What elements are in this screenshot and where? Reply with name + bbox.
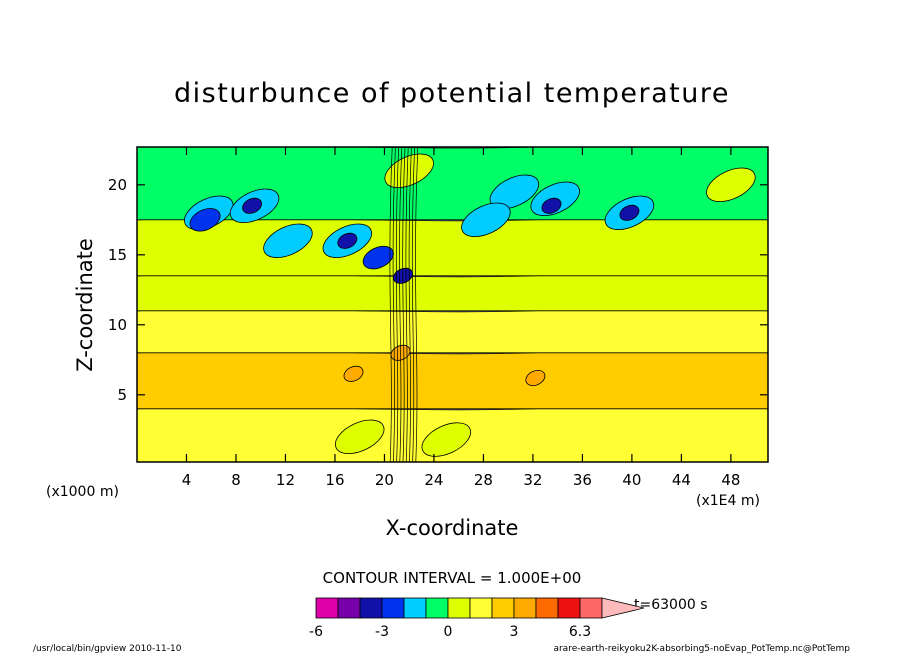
contour-line [405,147,409,462]
colorbar-swatch [513,597,537,619]
colorbar-swatch [469,597,493,619]
footer-left: /usr/local/bin/gpview 2010-11-10 [33,644,182,654]
contour-field [137,147,768,462]
contour-line [399,147,403,462]
footer-right: arare-earth-reikyoku2K-absorbing5-noEvap… [553,644,850,654]
colorbar-tick-label: -6 [309,624,323,640]
y-tick-label: 5 [117,386,127,404]
x-tick-label: 48 [721,471,740,489]
chart-title: disturbunce of potential temperature [174,78,730,109]
colorbar-swatch [491,597,515,619]
colorbar-swatch [557,597,581,619]
y-tick-label: 10 [108,316,127,334]
colorbar-tick-label: 0 [444,624,453,640]
colorbar-swatch [403,597,427,619]
contour-feature [541,197,562,214]
contour-feature [384,153,434,188]
y-tick-label: 15 [108,246,127,264]
colorbar-tick-label: 3 [510,624,519,640]
contour-band [137,211,768,277]
x-tick-label: 32 [523,471,542,489]
contour-band [137,344,768,410]
contour-feature [461,202,511,237]
colorbar-tick-label: -3 [375,624,389,640]
colorbar-swatch [381,597,405,619]
contour-feature [263,223,313,258]
x-tick-label: 24 [424,471,443,489]
x-tick-label: 16 [325,471,344,489]
contour-line [395,147,399,462]
contour-feature [525,369,546,387]
contour-line [411,147,415,462]
x-axis-unit: (x1E4 m) [696,493,760,509]
colorbar: -6 -3 0 3 6.3 [309,597,645,640]
y-axis-title: Z-coordinate [73,238,97,372]
x-tick-label: 28 [474,471,493,489]
contour-feature [337,232,358,249]
contour-feature [706,167,756,202]
x-axis-title: X-coordinate [386,516,519,540]
time-label: t=63000 s [634,597,708,613]
y-axis-unit: (x1000 m) [46,484,119,500]
x-tick-label: 40 [622,471,641,489]
contour-band [137,147,768,221]
colorbar-tick-label: 6.3 [569,624,591,640]
contour-line [402,147,406,462]
contour-line [408,147,412,462]
contour-feature [421,422,472,457]
x-axis-ticks: 4 8 12 16 20 24 28 32 36 40 44 48 [182,147,740,489]
x-tick-label: 44 [672,471,691,489]
contour-feature [335,419,385,454]
contour-feature [489,174,540,209]
plot-frame [136,146,769,463]
colorbar-swatch [447,597,471,619]
contour-line [415,147,419,462]
colorbar-swatch [425,597,449,619]
contour-line [389,147,393,462]
colorbar-swatch [579,597,603,619]
colorbar-swatch [535,597,559,619]
contour-line [392,147,396,462]
x-tick-label: 8 [231,471,241,489]
contour-feature [343,365,364,382]
colorbar-extend-arrow [601,597,645,619]
x-tick-label: 20 [375,471,394,489]
contour-feature [242,197,262,214]
contour-feature [362,245,394,270]
colorbar-swatch [359,597,383,619]
colorbar-swatch [337,597,361,619]
contour-feature [619,204,640,221]
x-tick-label: 12 [276,471,295,489]
x-tick-label: 4 [182,471,192,489]
colorbar-swatch [315,597,339,619]
y-axis-ticks: 5 10 15 20 [108,176,768,404]
x-tick-label: 36 [573,471,592,489]
y-tick-label: 20 [108,176,127,194]
contour-interval-label: CONTOUR INTERVAL = 1.000E+00 [323,569,582,587]
contour-feature [189,208,221,232]
